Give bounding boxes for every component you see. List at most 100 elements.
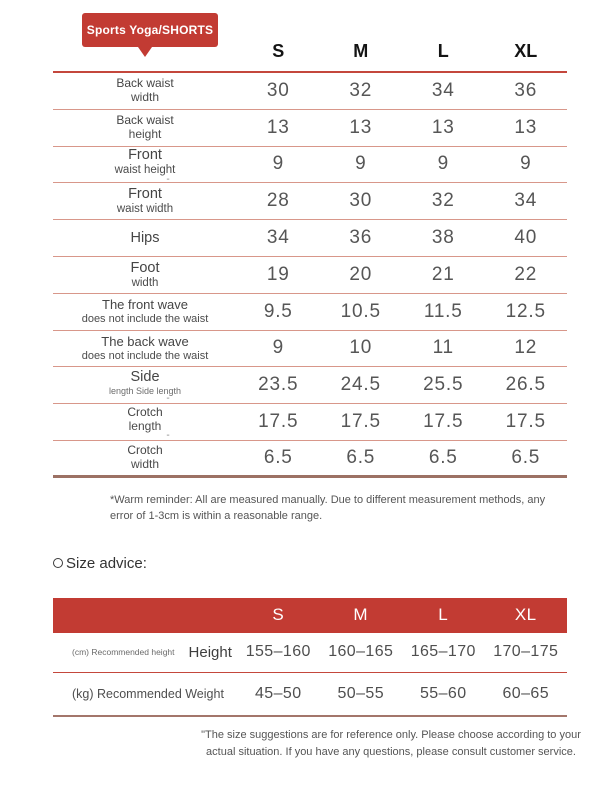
table-row: Crotch length - 17.5 17.5 17.5 17.5 (53, 404, 567, 441)
size-value-cell: 32 (431, 190, 455, 212)
size-value-cell: 6.5 (263, 446, 293, 468)
row-label-sub: waist width (116, 203, 174, 216)
table-row: Crotch width 6.5 6.5 6.5 6.5 (53, 441, 567, 478)
size-value-cell: 13 (431, 116, 455, 138)
size-value-cell: 6.5 (428, 446, 458, 468)
size-advice-heading-label: Size advice: (66, 554, 147, 572)
size-value-cell: 17.5 (423, 411, 464, 433)
advice-value-cell: 50–55 (337, 684, 384, 702)
row-label: Side length Side length - (53, 369, 237, 405)
advice-row-label-small: (cm) Recommended height (72, 647, 175, 658)
advice-row-label: (cm) Recommended height Height (53, 644, 237, 661)
row-label-sub: length (128, 418, 162, 433)
advice-value-cell: 60–65 (502, 684, 549, 702)
row-label-main: The front wave (102, 296, 188, 312)
row-label-sub: does not include the waist (81, 312, 209, 325)
advice-value-cell: 160–165 (328, 643, 394, 661)
size-value-cell: 10 (349, 337, 373, 359)
size-value-cell: 40 (514, 227, 538, 249)
size-value-cell: 9 (355, 153, 367, 175)
size-value-cell: 9 (272, 337, 284, 359)
size-value-cell: 34 (266, 227, 290, 249)
size-advice-header-bar: S M L XL (53, 597, 567, 633)
row-label-main: Hips (130, 229, 160, 246)
size-advice-heading: Size advice: (53, 555, 616, 572)
column-header: M (353, 41, 369, 61)
size-value-cell: 17.5 (505, 411, 546, 433)
size-value-cell: 36 (349, 227, 373, 249)
size-value-cell: 34 (514, 190, 538, 212)
advice-row: (kg) Recommended Weight 45–50 50–55 55–60 6… (53, 673, 567, 717)
row-label-sub: width (130, 89, 159, 104)
advice-value-cell: 55–60 (420, 684, 467, 702)
size-value-cell: 24.5 (340, 374, 381, 396)
row-label-sub: length Side length (108, 385, 182, 396)
measurement-table-body: Back waist width 30 32 34 36 Back waist hei… (53, 71, 567, 478)
size-value-cell: 9 (520, 153, 532, 175)
row-label: The back wave does not include the waist (53, 333, 237, 363)
row-label: Back waist width (53, 76, 237, 105)
size-value-cell: 12.5 (505, 300, 546, 322)
size-advice-note: "The size suggestions are for reference … (201, 728, 581, 758)
size-value-cell: 9.5 (263, 300, 293, 322)
size-value-cell: 13 (514, 116, 538, 138)
row-label: Front waist height - (53, 147, 237, 184)
advice-row: (cm) Recommended height Height 155–160 16… (53, 633, 567, 673)
size-value-cell: 34 (431, 79, 455, 101)
advice-value-cell: 165–170 (410, 643, 476, 661)
table-row: The front wave does not include the wais… (53, 294, 567, 331)
advice-row-label-small: (kg) Recommended Weight (72, 686, 224, 701)
size-value-cell: 11 (432, 337, 454, 359)
size-value-cell: 36 (514, 79, 538, 101)
row-label-main: Crotch (127, 443, 163, 458)
column-header: XL (514, 41, 538, 61)
row-label-sub: width (131, 276, 159, 289)
size-value-cell: 38 (431, 227, 455, 249)
row-label-main: Side (130, 369, 160, 386)
underscore-mark: - (166, 393, 170, 405)
table-row: Back waist height 13 13 13 13 (53, 110, 567, 147)
table-row: Front waist width 28 30 32 34 (53, 183, 567, 221)
badge-pointer-icon (138, 47, 152, 57)
row-label-main: The back wave (101, 333, 189, 349)
size-value-cell: 19 (266, 263, 290, 285)
size-value-cell: 25.5 (423, 374, 464, 396)
size-value-cell: 11.5 (423, 300, 463, 322)
size-value-cell: 32 (349, 79, 373, 101)
row-label-sub: width (130, 456, 159, 471)
size-value-cell: 9 (272, 153, 284, 175)
table-row: Side length Side length - 23.5 24.5 25.5 26… (53, 367, 567, 405)
row-label-main: Front (128, 147, 162, 164)
advice-row-label-main: Height (188, 643, 232, 661)
row-label-main: Front (128, 186, 162, 203)
table-row: The back wave does not include the waist… (53, 331, 567, 368)
size-value-cell: 6.5 (511, 446, 541, 468)
warm-reminder-note: *Warm reminder: All are measured manuall… (110, 493, 546, 523)
column-header: L (437, 41, 449, 61)
size-value-cell: 10.5 (340, 300, 381, 322)
size-value-cell: 17.5 (258, 411, 299, 433)
row-label-sub: height (128, 126, 162, 141)
size-value-cell: 13 (266, 116, 290, 138)
size-value-cell: 12 (514, 337, 538, 359)
measurement-table-header: S M L XL (53, 32, 567, 71)
row-label: Foot width (53, 260, 237, 290)
table-row: Hips 34 36 38 40 (53, 220, 567, 257)
size-value-cell: 28 (266, 190, 290, 212)
table-row: Foot width 19 20 21 22 (53, 257, 567, 294)
size-advice-table: S M L XL (cm) Recommended height Height 155… (53, 597, 567, 717)
column-header: S (272, 41, 285, 61)
size-value-cell: 30 (266, 79, 290, 101)
row-label-main: Crotch (127, 404, 163, 419)
advice-value-cell: 155–160 (245, 643, 311, 661)
row-label-main: Foot (130, 259, 160, 276)
measurement-table: S M L XL Back waist width 30 32 34 36 Back wai… (53, 32, 567, 478)
row-label: Front waist width (53, 186, 237, 216)
row-label-sub: does not include the waist (81, 349, 209, 362)
row-label: Crotch length - (53, 404, 237, 441)
column-header: S (272, 605, 285, 625)
table-row: Back waist width 30 32 34 36 (53, 73, 567, 110)
row-label-main: Back waist (116, 112, 174, 127)
size-value-cell: 21 (431, 263, 455, 285)
size-value-cell: 23.5 (258, 374, 299, 396)
